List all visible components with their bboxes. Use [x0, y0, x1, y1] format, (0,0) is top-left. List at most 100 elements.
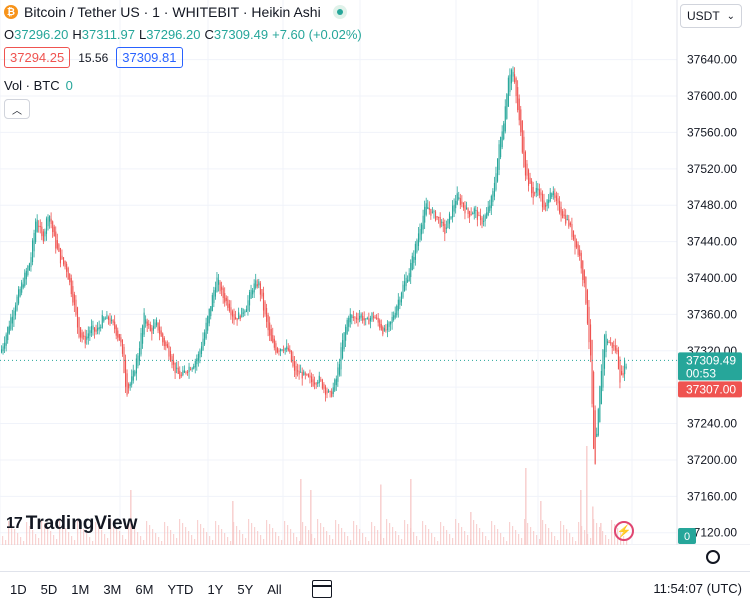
- candle-body: [103, 317, 105, 322]
- change-value: +7.60 (+0.02%): [272, 27, 362, 42]
- candle-body: [422, 215, 424, 230]
- candle-body: [346, 319, 348, 334]
- buy-price-button[interactable]: 37309.81: [116, 47, 183, 68]
- range-button-ytd[interactable]: YTD: [167, 581, 194, 597]
- range-button-1m[interactable]: 1M: [71, 581, 90, 597]
- candle-body: [484, 215, 486, 221]
- candle-body: [59, 248, 61, 264]
- utc-clock[interactable]: 11:54:07 (UTC): [653, 581, 742, 596]
- volume-bar: [566, 529, 568, 545]
- volume-bar: [260, 535, 262, 545]
- volume-bar: [218, 525, 220, 545]
- candle-body: [563, 214, 565, 216]
- volume-bar: [365, 537, 367, 545]
- candle-body: [275, 343, 277, 353]
- range-button-all[interactable]: All: [267, 581, 282, 597]
- range-button-6m[interactable]: 6M: [135, 581, 154, 597]
- y-tick-label: 37240.00: [687, 417, 737, 431]
- high-label: H: [72, 27, 82, 42]
- calendar-icon[interactable]: [311, 580, 332, 598]
- candle-body: [159, 326, 161, 335]
- candle-body: [349, 313, 351, 323]
- candle-body: [538, 189, 540, 196]
- candle-body: [174, 362, 176, 373]
- volume-bar: [554, 536, 556, 545]
- volume-bar: [368, 541, 370, 545]
- range-button-1y[interactable]: 1Y: [207, 581, 224, 597]
- candle-body: [129, 383, 131, 387]
- volume-bar: [569, 533, 571, 545]
- candle-body: [428, 208, 430, 210]
- volume-bar: [458, 523, 460, 545]
- volume-bar: [503, 537, 505, 545]
- candle-body: [177, 367, 179, 374]
- candle-body: [18, 289, 20, 304]
- candle-body: [621, 371, 623, 375]
- volume-badge-label: 0: [684, 531, 690, 543]
- candle-body: [286, 346, 288, 350]
- range-button-3m[interactable]: 3M: [103, 581, 122, 597]
- candle-body: [293, 361, 296, 371]
- candle-body: [126, 373, 128, 395]
- candle-body: [81, 332, 83, 339]
- candle-body: [202, 338, 204, 351]
- range-button-5d[interactable]: 5D: [40, 581, 58, 597]
- candle-body: [433, 211, 435, 213]
- volume-label[interactable]: Vol · BTC: [4, 78, 60, 93]
- candle-body: [253, 283, 255, 293]
- candle-body: [115, 325, 117, 336]
- candle-body: [326, 390, 328, 394]
- symbol-title[interactable]: Bitcoin / Tether US · 1 · WHITEBIT · Hei…: [24, 4, 321, 20]
- candle-body: [318, 375, 320, 384]
- tradingview-logo[interactable]: 17 TradingView: [6, 513, 137, 535]
- candle-body: [435, 211, 437, 221]
- candle-body: [576, 241, 578, 248]
- volume-bar: [275, 532, 277, 545]
- volume-bar: [143, 540, 145, 545]
- currency-select[interactable]: USDT ⌄: [680, 4, 742, 28]
- candle-body: [87, 333, 89, 339]
- volume-bar: [592, 506, 594, 545]
- candle-body: [572, 230, 575, 240]
- volume-bar: [98, 526, 100, 545]
- volume-bar: [551, 532, 553, 545]
- volume-bar: [188, 531, 190, 545]
- volume-bar: [35, 534, 37, 545]
- candle-body: [514, 74, 516, 83]
- candle-body: [569, 222, 571, 226]
- candle-body: [261, 288, 263, 297]
- price-chart[interactable]: 37640.00 37600.00 37560.00 37520.00 37480.00…: [0, 0, 750, 565]
- volume-bar: [101, 530, 103, 545]
- candlestick-chart[interactable]: 37640.00 37600.00 37560.00 37520.00 37480.00…: [0, 0, 750, 565]
- candle-body: [32, 240, 34, 263]
- volume-bar: [512, 526, 514, 545]
- candle-body: [205, 322, 207, 339]
- gear-icon[interactable]: [706, 550, 720, 564]
- lightning-icon[interactable]: ⚡: [614, 521, 634, 541]
- collapse-legend-button[interactable]: ︿: [4, 99, 30, 119]
- candle-body: [489, 205, 491, 211]
- candle-body: [413, 256, 415, 263]
- sell-price-button[interactable]: 37294.25: [4, 47, 71, 68]
- volume-bar: [440, 522, 442, 545]
- chevron-down-icon: ⌄: [726, 10, 735, 22]
- candle-body: [565, 215, 567, 224]
- candle-body: [194, 361, 196, 368]
- volume-bar: [200, 524, 202, 545]
- candle-body: [366, 317, 368, 319]
- range-button-1d[interactable]: 1D: [10, 581, 27, 597]
- volume-bar: [338, 524, 340, 545]
- candle-body: [45, 218, 48, 234]
- volume-bar: [386, 519, 388, 545]
- range-button-5y[interactable]: 5Y: [237, 581, 254, 597]
- candle-body: [397, 299, 399, 311]
- candle-body: [450, 216, 452, 219]
- candle-body: [90, 326, 92, 334]
- candle-body: [591, 339, 593, 404]
- candle-body: [438, 216, 440, 218]
- candle-body: [140, 332, 142, 355]
- volume-bar: [293, 533, 295, 545]
- candle-body: [269, 322, 271, 336]
- candle-body: [270, 329, 272, 342]
- candle-body: [114, 321, 116, 330]
